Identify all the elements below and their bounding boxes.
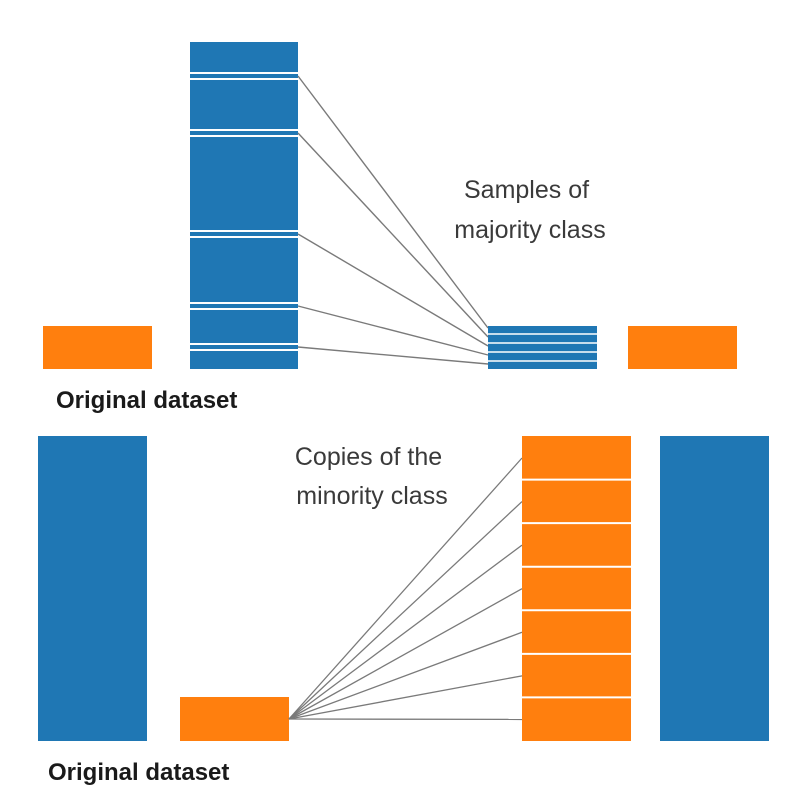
copy-connector-lines bbox=[288, 457, 523, 721]
copies-annotation-line2: minority class bbox=[296, 482, 447, 510]
minority-block-original-bottom bbox=[180, 697, 289, 741]
copies-annotation-line1: Copies of the bbox=[295, 443, 442, 471]
original-dataset-label-bottom: Original dataset bbox=[48, 759, 229, 786]
majority-block-original-bottom bbox=[38, 436, 147, 741]
sampled-block-dividers bbox=[488, 333, 597, 362]
copies-dividers bbox=[522, 478, 631, 699]
sample-connector-line bbox=[297, 233, 489, 347]
copy-connector-line bbox=[288, 544, 523, 720]
copies-annotation: Copies of the minority class bbox=[295, 443, 449, 510]
sample-connector-lines bbox=[297, 75, 489, 365]
samples-annotation: Samples of majority class bbox=[454, 176, 605, 244]
majority-sample-dividers bbox=[190, 72, 298, 351]
copy-connector-line bbox=[288, 457, 523, 720]
sample-connector-line bbox=[297, 75, 489, 329]
copy-connector-line bbox=[288, 675, 523, 720]
original-dataset-label-top: Original dataset bbox=[56, 387, 237, 414]
oversampling-panel: Copies of the minority class Original da… bbox=[38, 436, 769, 786]
sample-connector-line bbox=[297, 305, 489, 356]
minority-block-original bbox=[43, 326, 152, 369]
undersampling-panel: Samples of majority class Original datas… bbox=[43, 42, 737, 414]
copy-connector-line bbox=[288, 631, 523, 720]
copy-connector-line bbox=[288, 588, 523, 720]
majority-block-original bbox=[190, 42, 298, 369]
sample-connector-line bbox=[297, 132, 489, 338]
copy-connector-line bbox=[288, 501, 523, 720]
sample-connector-line bbox=[297, 346, 489, 365]
samples-annotation-line1: Samples of bbox=[464, 176, 589, 204]
majority-block-sampled bbox=[488, 326, 597, 369]
majority-block-resampled-bottom bbox=[660, 436, 769, 741]
minority-block-copies bbox=[522, 436, 631, 741]
minority-block-resampled bbox=[628, 326, 737, 369]
samples-annotation-line2: majority class bbox=[454, 216, 605, 244]
